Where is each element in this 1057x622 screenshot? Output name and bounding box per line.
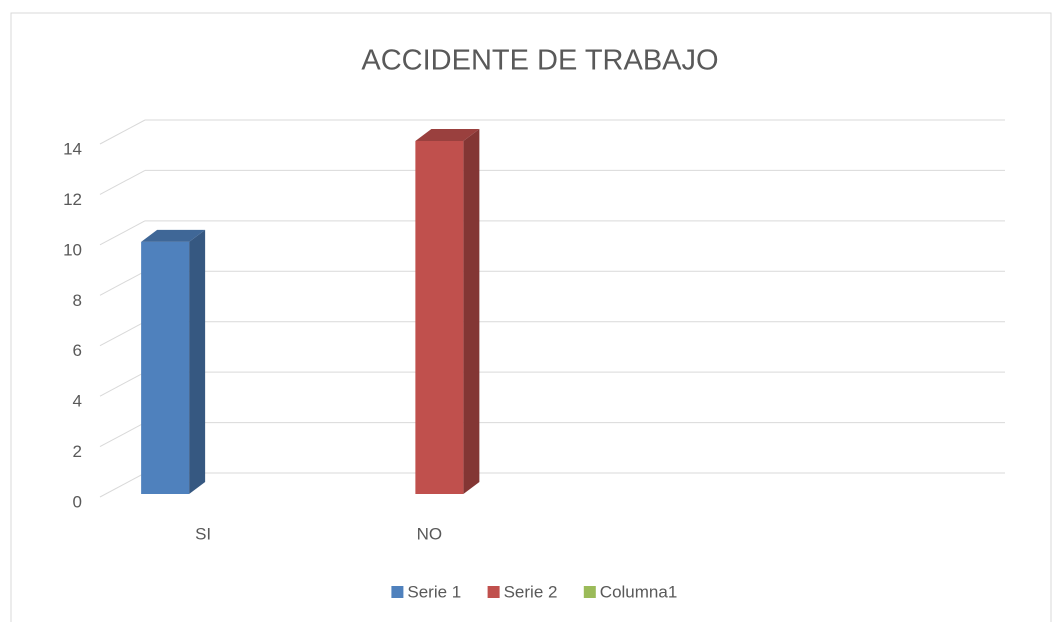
y-tick-label: 6: [73, 341, 82, 360]
y-tick-label: 2: [73, 442, 82, 461]
grid-line-side: [99, 220, 146, 246]
bar-side: [189, 229, 206, 494]
grid-line-side: [99, 371, 146, 397]
legend-label: Serie 1: [407, 582, 461, 601]
x-tick-label: NO: [417, 524, 443, 543]
grid-line-side: [99, 472, 146, 498]
legend-label: Columna1: [600, 582, 678, 601]
y-tick-label: 0: [73, 492, 82, 511]
bar-side: [463, 129, 480, 494]
grid-line-side: [99, 270, 146, 296]
bar-front: [141, 241, 190, 494]
y-tick-label: 4: [73, 392, 82, 411]
bar: [141, 229, 206, 494]
bar-front: [415, 141, 464, 494]
grid-line-side: [99, 119, 146, 145]
y-tick-label: 14: [63, 139, 82, 158]
legend-swatch: [391, 586, 404, 598]
y-tick-label: 8: [73, 291, 82, 310]
grid-line-side: [99, 169, 146, 195]
legend-label: Serie 2: [504, 582, 558, 601]
chart-title: ACCIDENTE DE TRABAJO: [361, 45, 718, 77]
legend-swatch: [487, 586, 500, 598]
legend-swatch: [583, 586, 596, 598]
y-tick-label: 12: [63, 190, 82, 209]
bar: [415, 129, 480, 494]
bar-top: [141, 229, 206, 242]
bar-top: [415, 129, 480, 141]
y-tick-label: 10: [63, 240, 82, 259]
x-tick-label: SI: [195, 524, 211, 543]
grid-line-side: [99, 422, 146, 448]
grid-line-side: [99, 321, 146, 347]
